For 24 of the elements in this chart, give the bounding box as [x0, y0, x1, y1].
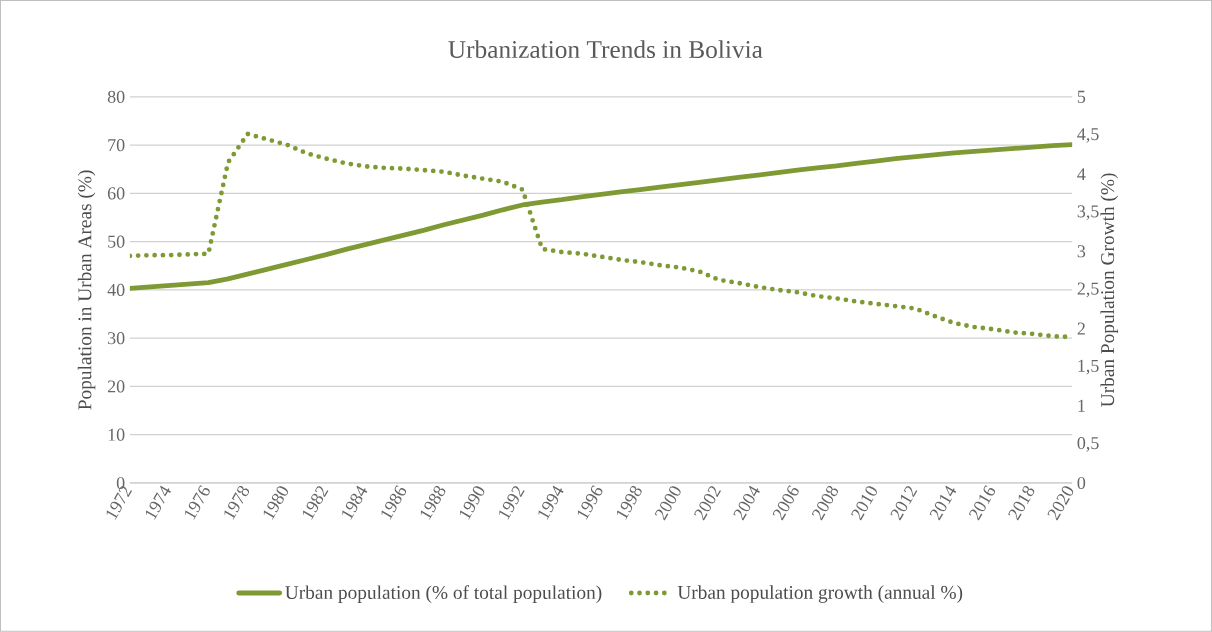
y-tick-label: 80: [107, 90, 125, 104]
y2-tick-label: 2,5: [1077, 282, 1099, 298]
y2-tick-label: 3: [1077, 245, 1086, 258]
y2-tick-label: 4: [1077, 168, 1086, 181]
y2-axis-title: Urban Population Growth (%): [1100, 173, 1119, 407]
y2-tick-label: 3,5: [1077, 205, 1099, 221]
chart-title: Urbanization Trends in Bolivia: [448, 40, 763, 59]
y-tick-label: 10: [108, 428, 125, 441]
y-tick-label: 20: [107, 380, 125, 393]
legend-label: Urban population (% of total population): [285, 585, 602, 604]
y2-tick-label: 1: [1078, 399, 1085, 412]
y2-tick-label: 0,5: [1077, 437, 1099, 452]
y2-tick-label: 0: [1077, 476, 1086, 490]
y-tick-label: 50: [108, 235, 125, 248]
y2-tick-label: 4,5: [1077, 128, 1099, 143]
y2-tick-label: 1,5: [1078, 359, 1099, 375]
y-tick-label: 30: [108, 332, 125, 345]
y-tick-label: 40: [107, 283, 125, 297]
y-axis-title: Population in Urban Areas (%): [77, 170, 96, 410]
y-tick-label: 70: [108, 139, 125, 152]
y-tick-label: 60: [107, 187, 125, 200]
y2-tick-label: 2: [1077, 322, 1085, 335]
y2-tick-label: 5: [1077, 90, 1086, 103]
legend-label: Urban population growth (annual %): [677, 585, 963, 603]
